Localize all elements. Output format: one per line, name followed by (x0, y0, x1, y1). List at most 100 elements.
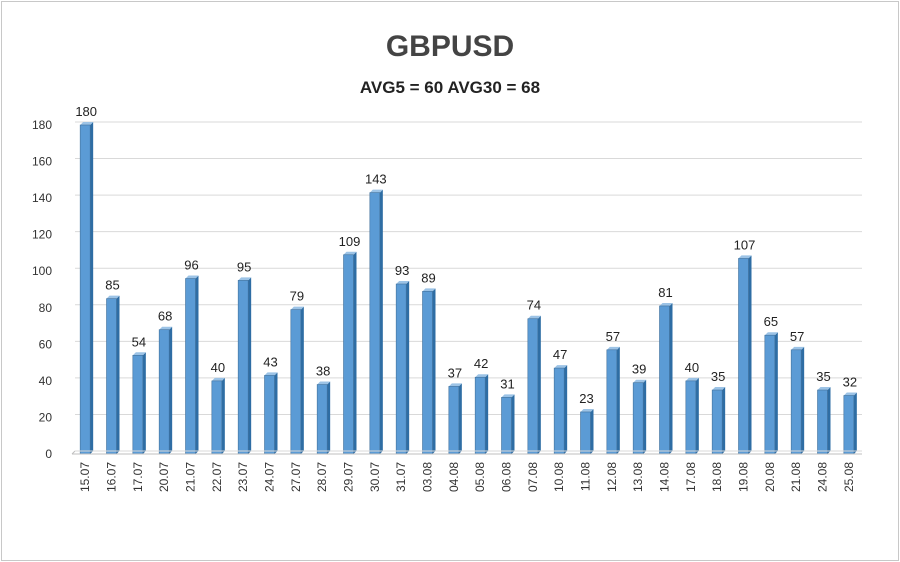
x-tick-label: 25.08 (842, 462, 856, 492)
bar-top (685, 377, 699, 381)
bar-side (116, 295, 120, 454)
bar-top (211, 377, 225, 381)
bar-top (843, 392, 857, 396)
y-tick-label: 160 (32, 155, 52, 169)
data-label: 43 (263, 354, 277, 369)
data-label: 109 (339, 234, 361, 249)
data-label: 95 (237, 259, 251, 274)
bar-side (327, 381, 331, 454)
data-label: 96 (184, 258, 198, 273)
x-tick-label: 07.08 (526, 462, 540, 492)
data-label: 39 (632, 362, 646, 377)
bar-top (738, 255, 752, 259)
bar-top (764, 332, 778, 336)
x-tick-label: 22.07 (210, 462, 224, 492)
data-label: 23 (579, 391, 593, 406)
bar-top (290, 306, 304, 310)
bar-side (590, 408, 594, 454)
bar-top (132, 352, 146, 356)
bar-side (537, 315, 541, 454)
bar (790, 349, 802, 455)
bar-top (659, 302, 673, 306)
bar (448, 386, 460, 455)
bar (264, 375, 275, 455)
x-tick-label: 20.08 (763, 462, 777, 492)
bar-side (853, 392, 857, 454)
bar-side (748, 255, 752, 454)
bar-side (669, 302, 673, 454)
x-tick-label: 18.08 (710, 462, 724, 492)
y-tick-label: 0 (45, 447, 52, 461)
bar-top (527, 315, 541, 319)
bar-top (501, 394, 515, 398)
y-tick-label: 180 (32, 118, 52, 132)
bar-side (142, 352, 146, 454)
x-tick-label: 04.08 (447, 462, 461, 492)
chart-subtitle: AVG5 = 60 AVG30 = 68 (359, 78, 541, 97)
data-label: 65 (764, 314, 778, 329)
x-tick-label: 06.08 (500, 462, 514, 492)
bar (606, 349, 618, 455)
data-label: 89 (421, 270, 435, 285)
bar (474, 376, 486, 455)
x-tick-label: 11.08 (579, 462, 593, 491)
bar-side (432, 288, 436, 454)
x-tick-label: 30.07 (368, 462, 382, 492)
y-tick-label: 80 (39, 301, 53, 315)
y-tick-label: 40 (39, 374, 53, 388)
bar-side (353, 251, 357, 454)
bar-top (106, 295, 120, 299)
bar-side (169, 326, 173, 454)
data-label: 93 (395, 263, 409, 278)
bar (685, 380, 697, 455)
bar-top (475, 374, 489, 378)
data-label: 57 (606, 329, 620, 344)
bar (738, 258, 749, 455)
bar (395, 283, 407, 455)
y-tick-label: 100 (32, 264, 52, 278)
bar (79, 124, 91, 455)
bar-top (317, 381, 331, 385)
bar-side (300, 306, 304, 454)
bar (290, 309, 302, 455)
data-label: 38 (316, 364, 330, 379)
x-tick-label: 21.07 (184, 462, 198, 492)
x-tick-label: 05.08 (473, 462, 487, 492)
bar-top (606, 346, 620, 350)
x-tick-label: 17.08 (684, 462, 698, 492)
data-label: 143 (365, 172, 387, 187)
bar-side (643, 379, 647, 454)
y-axis: 0 20 40 60 80 100 120 140 160 180 (32, 118, 52, 461)
x-tick-label: 19.08 (737, 462, 751, 492)
y-tick-label: 120 (32, 228, 52, 242)
bar (711, 389, 723, 455)
bar (422, 291, 433, 455)
bar (185, 278, 196, 455)
bar (632, 382, 644, 455)
bar-side (695, 377, 699, 454)
bar-top (396, 281, 410, 285)
chart-title: GBPUSD (385, 30, 515, 63)
bar (817, 389, 828, 455)
bar-top (238, 277, 252, 281)
x-tick-label: 23.07 (236, 462, 250, 492)
axis-depth-line (71, 450, 76, 455)
bar (132, 354, 144, 455)
bar-top (80, 122, 94, 125)
x-tick-label: 20.07 (157, 462, 171, 492)
x-tick-label: 27.07 (289, 462, 303, 492)
x-axis: 15.07 16.07 17.07 20.07 21.07 22.07 23.07 24.07… (71, 450, 862, 492)
data-label: 35 (711, 369, 725, 384)
bar-side (564, 365, 568, 454)
bar-top (264, 372, 278, 376)
bars: 180 85 54 68 96 40 95 43 79 38 109 143 93 89 37 42 31 74 4… (75, 104, 857, 455)
bar-top (159, 326, 173, 330)
bar-top (185, 275, 199, 279)
bar-side (722, 387, 726, 454)
y-tick-label: 60 (39, 337, 53, 351)
bar (369, 192, 381, 455)
x-tick-label: 16.07 (105, 462, 119, 492)
x-tick-label: 12.08 (605, 462, 619, 492)
bar-side (458, 383, 462, 454)
data-label: 57 (790, 329, 804, 344)
